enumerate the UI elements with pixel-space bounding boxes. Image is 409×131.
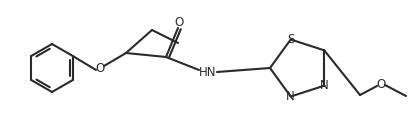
Text: HN: HN <box>199 66 217 78</box>
Text: S: S <box>287 33 294 46</box>
Text: O: O <box>95 61 105 75</box>
Text: N: N <box>286 90 295 103</box>
Text: O: O <box>376 78 386 91</box>
Text: N: N <box>320 79 329 92</box>
Text: O: O <box>174 15 184 29</box>
